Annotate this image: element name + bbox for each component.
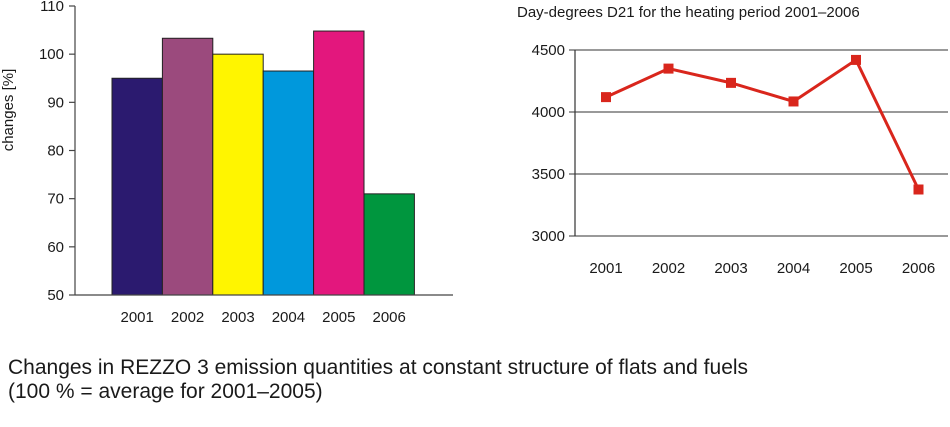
line-series (601, 54, 924, 195)
bar-2003 (212, 53, 264, 296)
bar-y-tick-label: 100 (39, 46, 64, 63)
line-x-tick-label: 2006 (902, 260, 935, 277)
bar-2002 (161, 37, 214, 296)
point-2006 (913, 184, 924, 195)
point-2004 (788, 96, 799, 107)
point-2003 (726, 77, 736, 88)
line-y-tick-label: 3000 (532, 228, 565, 245)
line-chart: Day-degrees D21 for the heating period 2… (517, 4, 948, 277)
bar-x-tick-label: 2005 (322, 309, 355, 326)
day-degrees-line (605, 57, 920, 191)
line-y-tick-label: 4500 (532, 42, 565, 59)
bar-x-tick-label: 2004 (272, 309, 305, 326)
line-y-tick-label: 3500 (532, 166, 565, 183)
caption-line-1: Changes in REZZO 3 emission quantities a… (8, 356, 749, 379)
line-x-ticks: 2001 2002 2003 2004 2005 2006 (589, 260, 935, 277)
bar-y-tick-label: 80 (47, 143, 64, 160)
bar-x-tick-label: 2002 (171, 309, 204, 326)
bar-x-tick-label: 2003 (221, 309, 254, 326)
bar-y-axis-label: changes [%] (0, 69, 17, 152)
bar-x-tick-label: 2001 (121, 309, 154, 326)
bar-2006 (363, 193, 415, 296)
line-x-tick-label: 2002 (652, 260, 685, 277)
bar-series (111, 30, 415, 296)
line-chart-title: Day-degrees D21 for the heating period 2… (517, 4, 860, 21)
line-x-tick-label: 2004 (777, 260, 810, 277)
line-gridlines (575, 49, 948, 237)
figure-caption: Changes in REZZO 3 emission quantities a… (8, 356, 748, 404)
bar-y-tick-label: 70 (47, 191, 64, 208)
bar-y-tick-label: 90 (47, 94, 64, 111)
point-2001 (601, 92, 611, 103)
bar-y-tick-label: 110 (40, 0, 64, 15)
line-x-tick-label: 2003 (714, 260, 747, 277)
bar-y-ticks: 50 60 70 80 90 100 110 (39, 0, 75, 304)
bar-y-tick-label: 50 (47, 287, 64, 304)
bar-2004 (262, 70, 315, 296)
line-x-tick-label: 2001 (589, 260, 622, 277)
bar-x-ticks: 2001 2002 2003 2004 2005 2006 (121, 309, 406, 326)
point-2002 (663, 63, 674, 74)
bar-y-tick-label: 60 (47, 239, 64, 256)
line-x-tick-label: 2005 (839, 260, 872, 277)
line-y-tick-label: 4000 (532, 104, 565, 121)
point-2005 (851, 54, 861, 65)
bar-2001 (111, 77, 163, 296)
line-y-ticks: 3000 3500 4000 4500 (532, 42, 575, 245)
caption-line-2: (100 % = average for 2001–2005) (8, 380, 323, 403)
bar-2005 (313, 30, 365, 296)
bar-x-tick-label: 2006 (373, 309, 406, 326)
